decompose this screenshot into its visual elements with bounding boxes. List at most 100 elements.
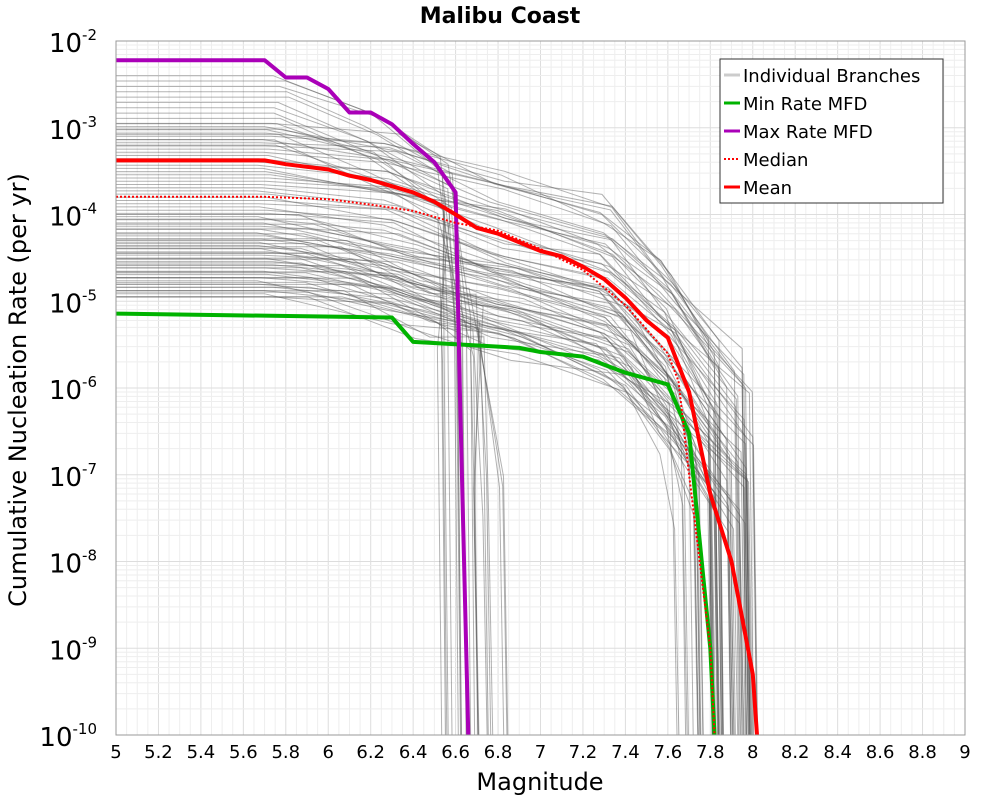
branch-line: [116, 212, 731, 736]
x-tick-label: 7.2: [569, 742, 598, 763]
x-tick-label: 7.8: [696, 742, 725, 763]
x-tick-label: 8.2: [781, 742, 810, 763]
branch-line: [116, 277, 699, 736]
x-tick-label: 8.8: [908, 742, 937, 763]
x-tick-label: 5.8: [271, 742, 300, 763]
branch-line: [116, 171, 747, 736]
branch-line: [116, 144, 479, 736]
y-tick-label: 10-2: [49, 26, 97, 59]
branch-line: [116, 123, 467, 736]
branch-line: [116, 196, 751, 736]
legend-label: Max Rate MFD: [743, 122, 873, 143]
legend: Individual Branches Min Rate MFD Max Rate …: [719, 58, 944, 204]
branch-line: [116, 225, 759, 736]
branch-line: [116, 222, 735, 736]
individual-branches: [116, 75, 759, 736]
y-tick-exponent: -8: [82, 547, 97, 565]
y-tick-label: 10-7: [49, 460, 97, 493]
branch-line: [116, 248, 736, 736]
branch-line: [116, 262, 699, 736]
x-tick-label: 6: [323, 742, 334, 763]
y-tick-exponent: -7: [82, 460, 97, 478]
y-tick-exponent: -5: [82, 286, 97, 304]
branch-line: [116, 246, 492, 736]
x-axis-label: Magnitude: [476, 768, 603, 796]
y-tick-label: 10-10: [39, 720, 97, 753]
x-tick-label: 5.2: [144, 742, 173, 763]
x-tick-label: 5: [110, 742, 121, 763]
x-tick-label: 6.4: [399, 742, 428, 763]
y-tick-exponent: -10: [73, 720, 98, 738]
y-axis-label: Cumulative Nucleation Rate (per yr): [4, 173, 32, 607]
branch-line: [116, 155, 758, 736]
x-tick-label: 5.6: [229, 742, 258, 763]
x-tick-label: 8.4: [823, 742, 852, 763]
branch-line: [116, 117, 462, 736]
y-tick-label: 10-6: [49, 373, 97, 406]
branch-line: [116, 132, 719, 736]
branch-line: [116, 270, 752, 736]
branch-line: [116, 293, 734, 736]
series-line-mean: [116, 158, 759, 736]
legend-box: [719, 58, 944, 204]
x-tick-label: 7.4: [611, 742, 640, 763]
branch-line: [116, 241, 732, 736]
branch-line: [116, 193, 724, 736]
branch-line: [116, 80, 476, 736]
branch-line: [116, 219, 723, 736]
branch-line: [116, 142, 720, 736]
branch-line: [116, 238, 689, 736]
branch-line: [116, 101, 472, 736]
main-series: [115, 58, 759, 736]
branch-line: [116, 238, 743, 736]
branch-line: [116, 177, 743, 736]
x-tick-label: 5.4: [187, 742, 216, 763]
legend-label: Min Rate MFD: [743, 94, 867, 115]
x-tick-label: 7: [535, 742, 546, 763]
y-tick-label: 10-3: [49, 113, 97, 146]
legend-label: Median: [743, 150, 808, 171]
branch-line: [116, 128, 449, 736]
branch-line: [116, 277, 749, 736]
branch-line: [116, 286, 735, 736]
plot-frame: [115, 40, 966, 736]
branch-line: [116, 245, 753, 736]
branch-line: [116, 291, 719, 736]
series-line-max-rate-mfd: [116, 58, 471, 736]
branch-line: [116, 218, 694, 736]
branch-line: [116, 85, 459, 736]
branch-line: [116, 258, 489, 736]
branch-line: [116, 280, 750, 736]
branch-line: [116, 233, 701, 736]
legend-label: Individual Branches: [743, 66, 920, 87]
branch-line: [116, 281, 713, 736]
branch-line: [116, 223, 718, 736]
y-tick-exponent: -2: [82, 26, 97, 44]
branch-line: [116, 252, 484, 736]
branch-line: [116, 158, 732, 736]
branch-line: [116, 148, 724, 736]
branch-line: [116, 283, 480, 736]
branch-line: [116, 145, 740, 736]
branch-line: [116, 203, 758, 736]
branch-line: [116, 151, 749, 736]
branch-line: [116, 174, 755, 736]
branch-line: [116, 296, 699, 736]
branch-line: [116, 187, 719, 736]
branch-line: [116, 139, 448, 736]
branch-line: [116, 235, 746, 736]
branch-line: [116, 126, 714, 736]
y-tick-label: 10-9: [49, 633, 97, 666]
branch-line: [116, 91, 468, 736]
x-tick-label: 9: [959, 742, 970, 763]
branch-line: [116, 264, 734, 736]
x-axis-ticks: 5 5.2 5.4 5.6 5.8 6 6.2 6.4 6.6 6.8 7 7.2 7.4 7.6 7.8 8…: [110, 742, 970, 763]
branch-line: [116, 112, 461, 736]
branch-line: [116, 272, 720, 736]
branch-line: [116, 139, 747, 736]
x-tick-label: 6.2: [356, 742, 385, 763]
x-tick-label: 6.6: [441, 742, 470, 763]
branch-line: [116, 251, 715, 736]
branch-line: [116, 184, 713, 736]
branch-line: [116, 96, 453, 736]
